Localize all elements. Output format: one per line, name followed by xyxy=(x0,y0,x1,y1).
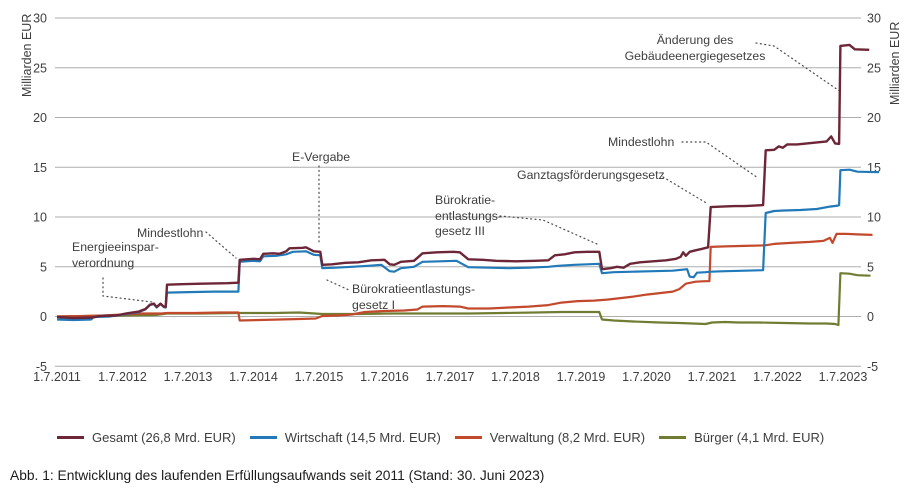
figure-caption: Abb. 1: Entwicklung des laufenden Erfüll… xyxy=(10,468,545,483)
leader-aenderung-gebaeudeenergiegesetz xyxy=(755,42,842,93)
x-tick-1.7.2017: 1.7.2017 xyxy=(426,370,475,384)
y-axis-title-left: Milliarden EUR xyxy=(20,14,34,97)
y-tick-left-0: 0 xyxy=(40,310,47,324)
x-tick-1.7.2022: 1.7.2022 xyxy=(753,370,802,384)
y-tick-left-20: 20 xyxy=(33,111,47,125)
annotation-e-vergabe: E-Vergabe xyxy=(292,150,351,164)
y-tick-left-15: 15 xyxy=(33,161,47,175)
x-tick-1.7.2014: 1.7.2014 xyxy=(229,370,278,384)
x-tick-1.7.2021: 1.7.2021 xyxy=(688,370,737,384)
y-tick-left-5: 5 xyxy=(40,260,47,274)
x-tick-1.7.2011: 1.7.2011 xyxy=(33,370,81,384)
legend-item-buerger: Bürger (4,1 Mrd. EUR) xyxy=(659,430,824,445)
x-tick-1.7.2013: 1.7.2013 xyxy=(164,370,213,384)
buerger-line-swatch xyxy=(659,436,687,439)
verwaltung-line-swatch xyxy=(454,436,482,439)
x-tick-1.7.2018: 1.7.2018 xyxy=(491,370,540,384)
gesamt-line-swatch xyxy=(57,436,84,439)
legend-item-gesamt: Gesamt (26,8 Mrd. EUR) xyxy=(57,430,236,445)
leader-mindestlohn-2022 xyxy=(681,141,759,179)
annotation-ganztagsfoerderungsgesetz: Ganztagsförderungsgesetz xyxy=(517,168,665,182)
legend-label-verwaltung: Verwaltung (8,2 Mrd. EUR) xyxy=(489,430,646,445)
y-tick-left-30: 30 xyxy=(33,12,47,26)
wirtschaft-line-swatch xyxy=(249,436,277,439)
legend-item-wirtschaft: Wirtschaft (14,5 Mrd. EUR) xyxy=(249,430,441,445)
y-tick-right-25: 25 xyxy=(867,61,881,75)
series-line-Verwaltung (8,2 Mrd. EUR) xyxy=(56,232,873,322)
legend-label-gesamt: Gesamt (26,8 Mrd. EUR) xyxy=(92,430,236,445)
y-tick-right-5: 5 xyxy=(867,260,874,274)
legend-label-wirtschaft: Wirtschaft (14,5 Mrd. EUR) xyxy=(284,430,441,445)
leader-ganztagsfoerderungsgesetz xyxy=(662,176,709,205)
y-axis-title-right: Milliarden EUR xyxy=(888,22,902,105)
series-line-Gesamt (26,8 Mrd. EUR) xyxy=(56,43,870,320)
legend-label-buerger: Bürger (4,1 Mrd. EUR) xyxy=(694,430,825,445)
annotation-aenderung-gebaeudeenergiegesetz: Änderung des Gebäudeenergiegesetzes xyxy=(624,33,766,63)
x-tick-1.7.2012: 1.7.2012 xyxy=(98,370,147,384)
y-tick-left-25: 25 xyxy=(33,61,47,75)
y-tick-right-30: 30 xyxy=(867,12,881,26)
leader-buerokratieentlastungsgesetz-3 xyxy=(499,215,598,245)
y-tick-right--5: -5 xyxy=(867,360,878,374)
x-tick-1.7.2015: 1.7.2015 xyxy=(295,370,344,384)
leader-buerokratieentlastungsgesetz-1 xyxy=(326,279,350,291)
x-tick-1.7.2016: 1.7.2016 xyxy=(360,370,409,384)
x-tick-1.7.2020: 1.7.2020 xyxy=(622,370,671,384)
annotation-buerokratieentlastungsgesetz-1: Bürokratieentlastungs- gesetz I xyxy=(352,282,476,312)
y-tick-right-20: 20 xyxy=(867,111,881,125)
annotation-mindestlohn-2014: Mindestlohn xyxy=(137,226,204,240)
leader-mindestlohn-2014 xyxy=(205,231,237,259)
leader-energieeinsparverordnung xyxy=(102,277,153,303)
annotation-energieeinsparverordnung: Energieeinspar- verordnung xyxy=(72,240,159,270)
y-tick-left--5: -5 xyxy=(36,360,47,374)
x-tick-1.7.2019: 1.7.2019 xyxy=(557,370,606,384)
legend: Gesamt (26,8 Mrd. EUR) Wirtschaft (14,5 … xyxy=(57,430,824,445)
y-tick-left-10: 10 xyxy=(33,211,47,225)
series-line-Bürger (4,1 Mrd. EUR) xyxy=(56,272,871,327)
y-tick-right-0: 0 xyxy=(867,310,874,324)
annotation-buerokratieentlastungsgesetz-3: Bürokratie- entlastungs- gesetz III xyxy=(435,193,502,238)
y-tick-right-10: 10 xyxy=(867,211,881,225)
legend-item-verwaltung: Verwaltung (8,2 Mrd. EUR) xyxy=(454,430,646,445)
annotation-mindestlohn-2022: Mindestlohn xyxy=(608,135,675,149)
x-tick-1.7.2023: 1.7.2023 xyxy=(819,370,868,384)
